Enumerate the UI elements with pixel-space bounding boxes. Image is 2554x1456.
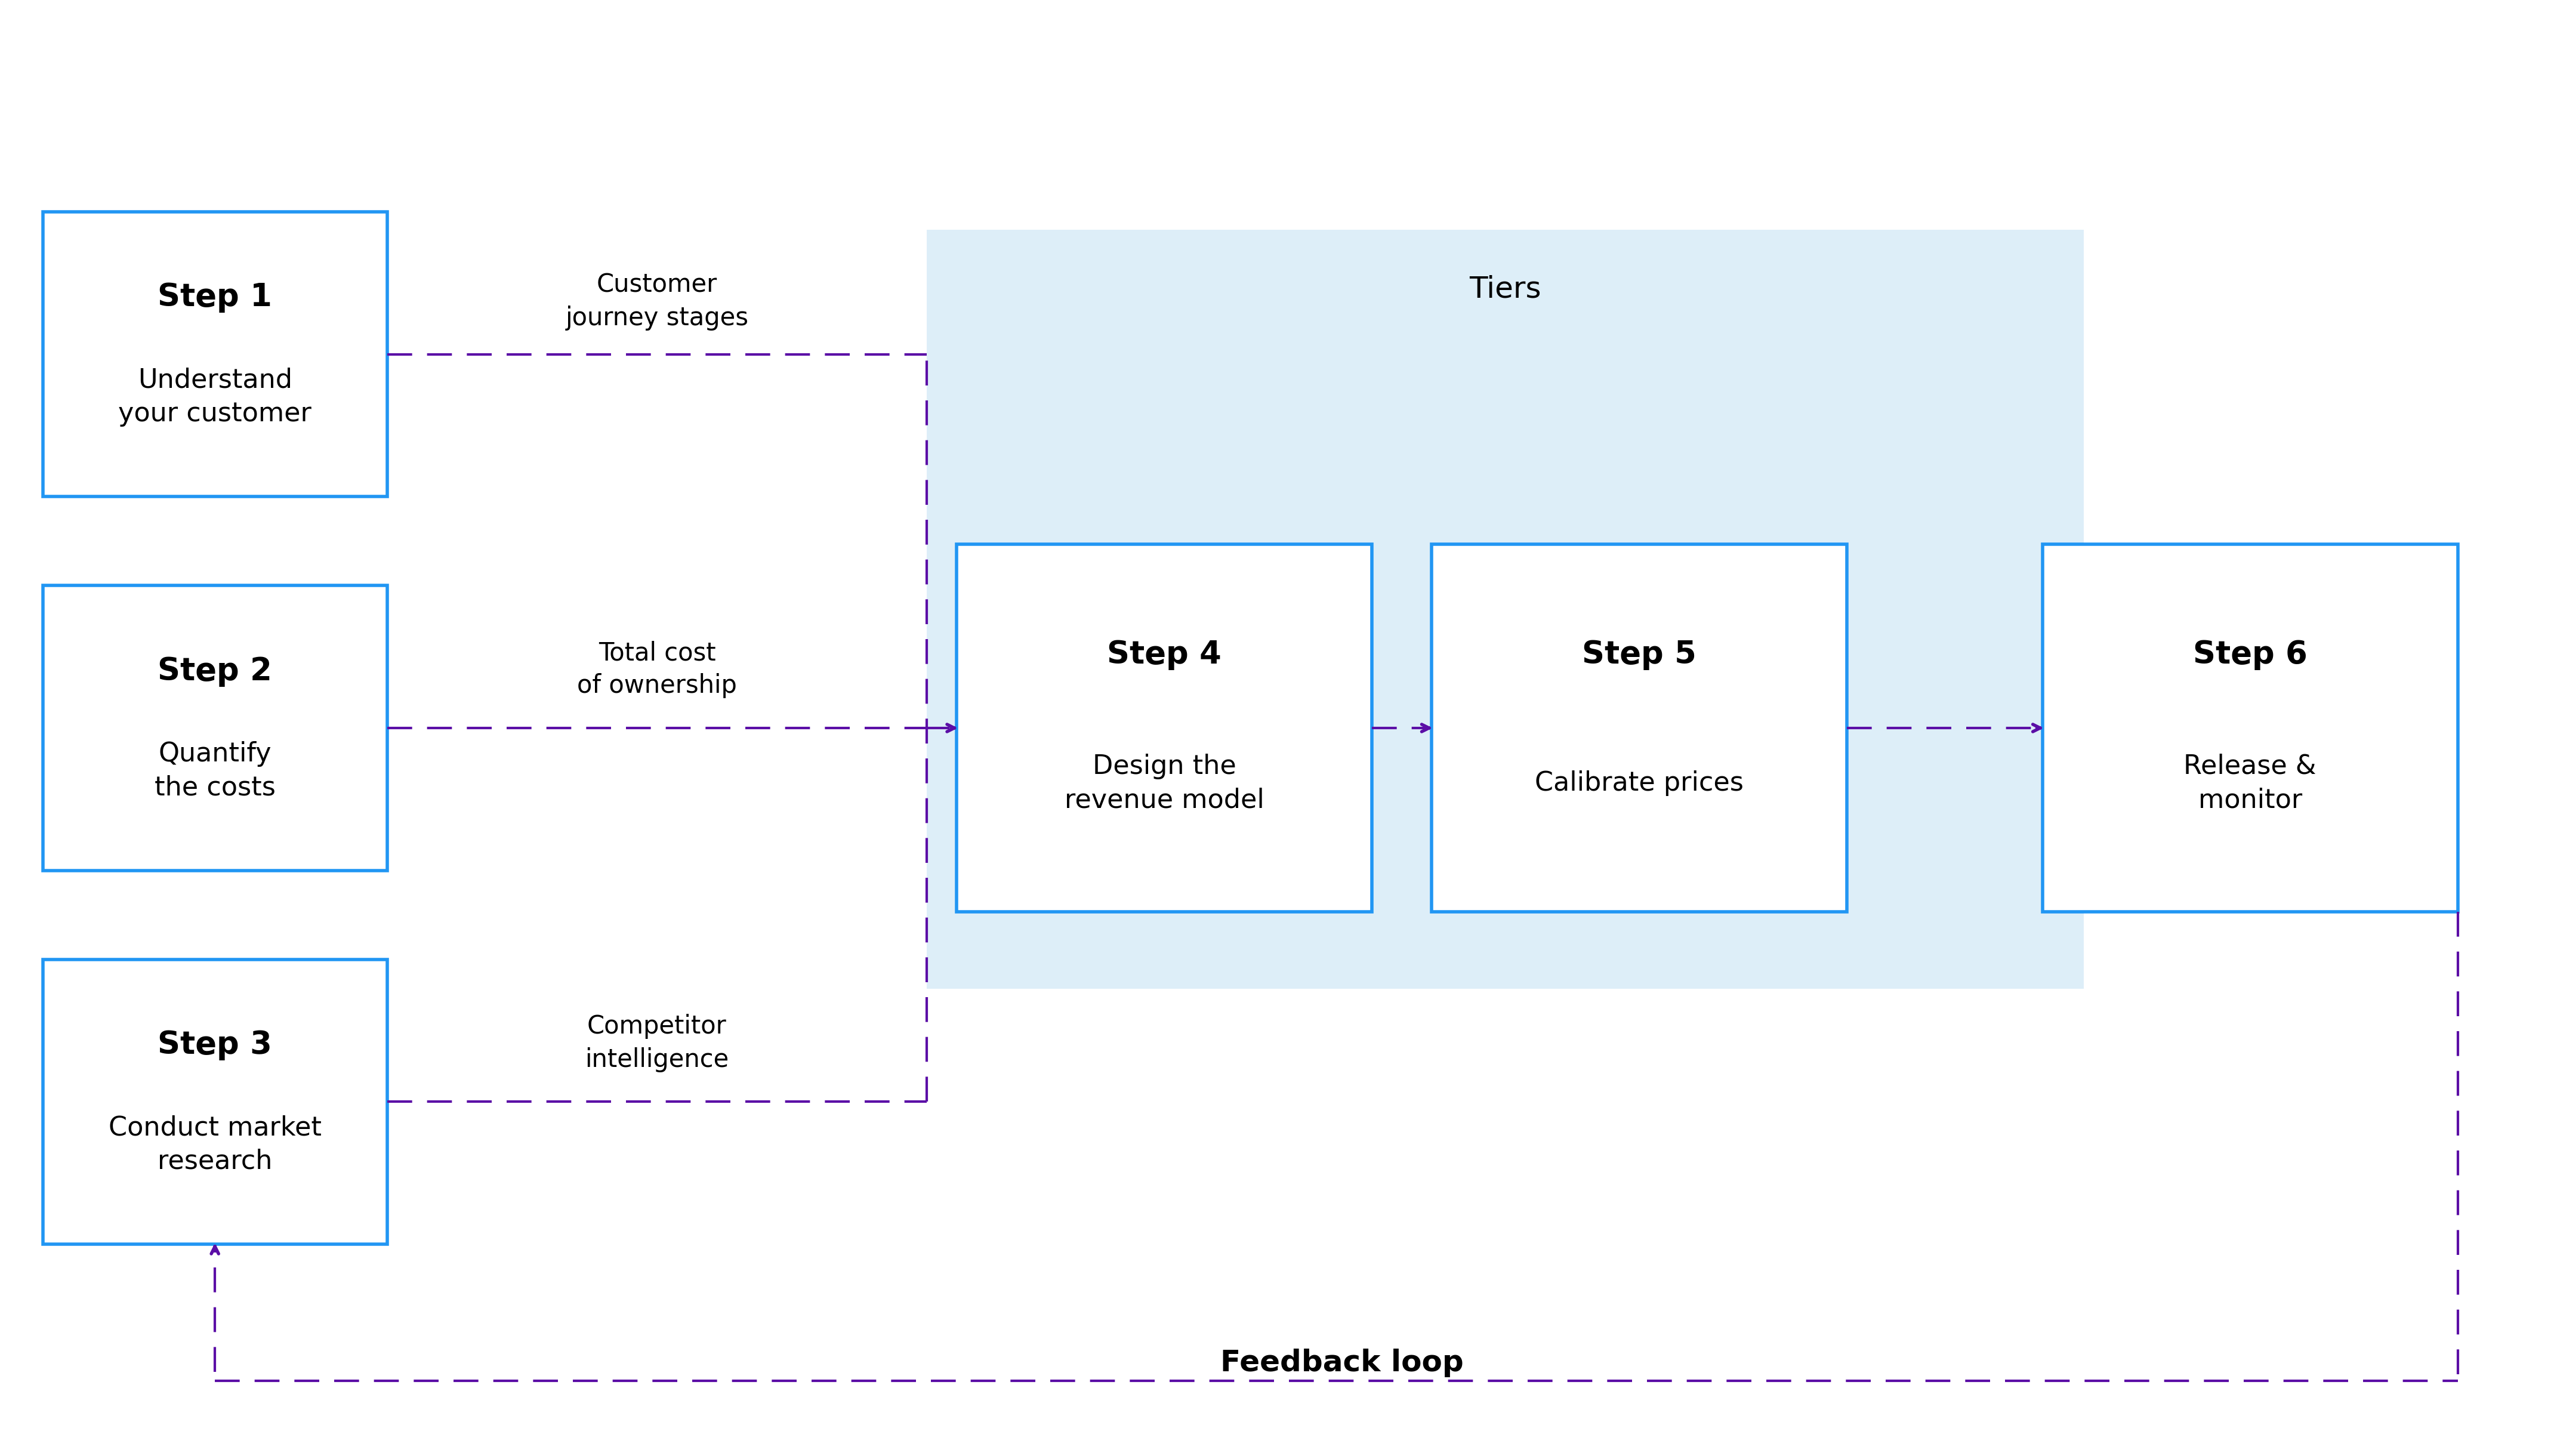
Text: Understand
your customer: Understand your customer — [117, 367, 312, 427]
FancyBboxPatch shape — [43, 585, 388, 871]
Text: Release &
monitor: Release & monitor — [2184, 753, 2316, 812]
Text: Total cost
of ownership: Total cost of ownership — [577, 641, 738, 699]
FancyBboxPatch shape — [1430, 545, 1847, 911]
FancyBboxPatch shape — [2043, 545, 2457, 911]
Text: Step 6: Step 6 — [2194, 639, 2306, 670]
FancyBboxPatch shape — [43, 211, 388, 496]
Text: Step 5: Step 5 — [1581, 639, 1696, 670]
Text: Conduct market
research: Conduct market research — [107, 1115, 322, 1174]
Text: Tiers: Tiers — [1469, 275, 1543, 303]
Text: Design the
revenue model: Design the revenue model — [1065, 753, 1264, 812]
Text: Step 3: Step 3 — [158, 1029, 273, 1060]
Text: Step 1: Step 1 — [158, 281, 273, 313]
Text: Quantify
the costs: Quantify the costs — [153, 741, 276, 801]
FancyBboxPatch shape — [43, 960, 388, 1245]
Text: Competitor
intelligence: Competitor intelligence — [585, 1015, 728, 1072]
Text: Customer
journey stages: Customer journey stages — [564, 272, 748, 331]
FancyBboxPatch shape — [927, 230, 2084, 989]
FancyBboxPatch shape — [958, 545, 1371, 911]
Text: Feedback loop: Feedback loop — [1221, 1348, 1463, 1377]
Text: Step 4: Step 4 — [1106, 639, 1221, 670]
Text: Calibrate prices: Calibrate prices — [1535, 770, 1744, 796]
Text: Step 2: Step 2 — [158, 655, 273, 687]
